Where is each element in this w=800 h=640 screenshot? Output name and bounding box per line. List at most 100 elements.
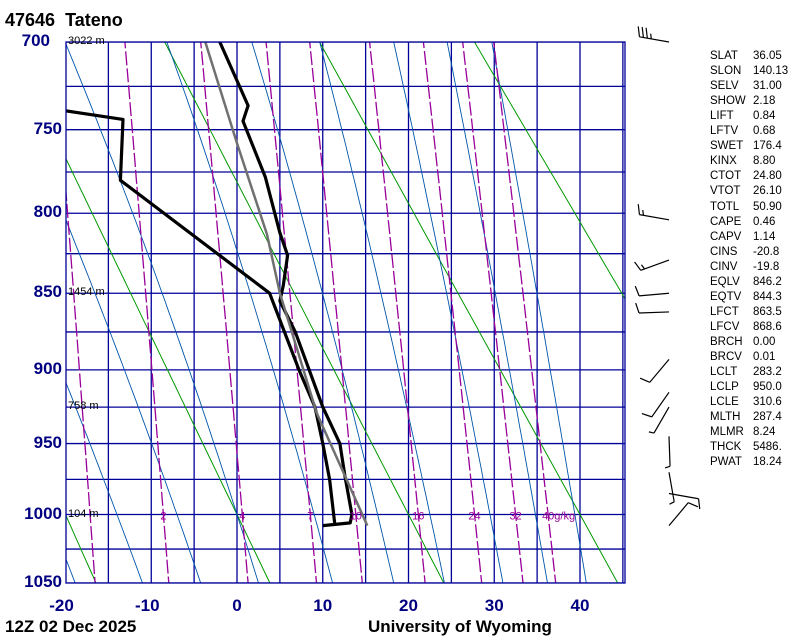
mixing-ratio-label: 10 [350,511,362,523]
index-value: 8.80 [753,155,776,168]
temperature-tick-label: 40 [570,596,590,615]
pressure-tick-label: 950 [33,432,62,452]
mixing-ratio-line [493,42,557,583]
index-value: 0.68 [753,125,776,138]
wind-barb [639,358,670,383]
index-key: CTOT [710,170,742,183]
wind-barb [635,302,670,314]
height-label: 104 m [68,507,99,520]
index-key: LIFT [710,110,734,123]
index-row: PWAT 18.24 [710,456,782,468]
index-value: 2.18 [753,95,776,108]
pressure-tick-label: 700 [21,31,50,50]
index-key: EQLV [710,275,740,288]
index-key: CINV [710,260,738,273]
mixing-ratio-line [200,42,249,583]
index-value: 950.0 [753,381,782,394]
wind-barb [634,285,670,297]
index-row: SWET 176.4 [710,140,782,152]
index-value: 0.84 [753,110,776,123]
index-row: CINV -19.8 [710,261,779,273]
wind-barb [668,502,699,527]
temperature-tick-label: -20 [49,596,74,615]
index-value: 31.00 [753,80,782,93]
moist-adiabat [66,43,259,583]
index-row: LIFT 0.84 [710,110,775,122]
index-row: CAPV 1.14 [710,231,775,243]
index-value: 5486. [753,441,782,454]
wind-barb [668,492,701,510]
height-label: 1454 m [68,286,105,299]
mixing-ratio-label: 16 [412,511,424,523]
index-value: 36.05 [753,50,782,62]
index-row: EQTV 844.3 [710,291,782,303]
height-label: 3022 m [68,35,105,47]
index-value: 1.14 [753,230,776,243]
parcel-line [204,42,369,527]
pressure-tick-label: 1000 [24,503,62,523]
wind-barb [637,204,670,221]
index-key: LCLT [710,366,738,379]
moist-adiabat [319,42,445,583]
index-key: SLAT [710,50,738,62]
moist-adiabat [66,558,76,583]
pressure-tick-label: 850 [33,282,62,302]
index-value: 0.01 [753,351,776,363]
index-value: 310.6 [753,396,782,409]
index-key: KINX [710,155,737,168]
index-key: SELV [710,80,739,93]
temperature-tick-label: 0 [232,596,242,615]
index-value: 18.24 [753,456,782,469]
index-value: 287.4 [753,411,782,424]
index-row: SHOW 2.18 [710,95,775,107]
index-value: 846.2 [753,275,782,288]
dry-adiabat [66,514,97,583]
wind-barb [664,436,671,469]
index-value: 283.2 [753,366,782,379]
station-title: 47646 Tateno [5,10,123,31]
index-row: TOTL 50.90 [710,201,782,213]
index-row: LFCT 863.5 [710,306,782,318]
index-value: 868.6 [753,320,782,333]
index-key: CAPE [710,215,742,228]
index-value: 50.90 [753,200,782,213]
index-key: BRCV [710,351,742,363]
height-label: 758 m [68,400,99,413]
index-value: -20.8 [753,245,780,258]
mixing-ratio-line [66,183,96,583]
index-row: SLAT 36.05 [710,50,782,62]
mixing-ratio-label: 2 [160,511,166,523]
index-row: SLON 140.13 [710,65,788,77]
temperature-line [218,42,354,528]
index-key: LFCT [710,305,739,318]
dry-adiabat [319,42,619,583]
index-value: 0.00 [753,335,776,348]
source-credit: University of Wyoming [368,617,552,636]
index-row: LCLE 310.6 [710,396,782,408]
index-row: LCLT 283.2 [710,366,782,378]
temperature-tick-label: 20 [399,596,418,615]
index-value: 863.5 [753,305,782,318]
index-key: VTOT [710,185,741,198]
index-row: BRCH 0.00 [710,336,775,348]
station-id: 47646 [5,10,56,30]
index-value: 176.4 [753,140,782,153]
index-key: SLON [710,65,742,78]
index-key: BRCH [710,335,743,348]
index-row: LFCV 868.6 [710,321,782,333]
index-row: CAPE 0.46 [710,216,775,228]
index-key: LCLP [710,381,739,394]
index-value: 844.3 [753,290,782,303]
dewpoint-line [66,109,337,525]
index-key: THCK [710,441,742,454]
mixing-ratio-label: 40g/kg [542,511,575,523]
index-value: 140.13 [753,65,789,78]
mixing-ratio-label: 7 [307,511,313,523]
index-key: MLMR [710,426,744,439]
wind-barb [641,391,670,418]
index-row: CTOT 24.80 [710,170,782,182]
index-row: LFTV 0.68 [710,125,775,137]
